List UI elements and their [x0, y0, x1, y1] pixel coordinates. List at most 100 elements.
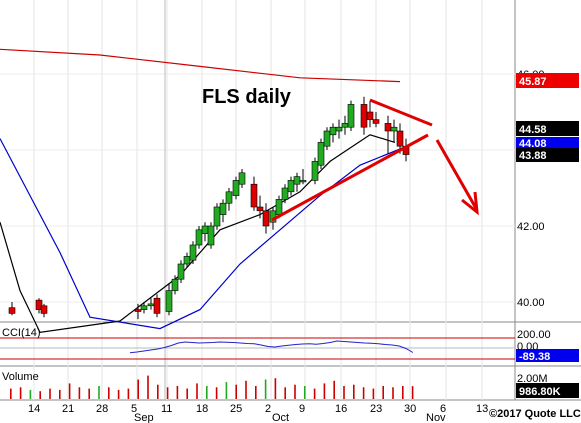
candle-body-11 [189, 244, 197, 261]
volume-bar-2 [29, 389, 32, 399]
candle-body-25 [281, 187, 289, 200]
volume-bar-23 [235, 384, 237, 399]
x-tick-label-6: 25 [230, 403, 242, 415]
x-tick-label-12: 6 [440, 403, 446, 415]
candle-22 [262, 203, 270, 234]
badge-last-bg [516, 148, 579, 162]
candle-33 [335, 119, 343, 139]
volume-bar-0 [10, 388, 12, 399]
candle-body-2 [40, 305, 48, 314]
candle-body-21 [256, 206, 264, 212]
candle-26 [287, 176, 295, 196]
volume-bar-1 [19, 387, 22, 399]
upper-trendline [369, 98, 433, 127]
volume-bar-24 [245, 380, 247, 399]
ma-short-line [0, 134, 396, 334]
price-badges: 45.87 44.58 44.08 43.88 [516, 73, 579, 162]
candle-body-27 [293, 176, 301, 185]
volume-bar-9 [98, 386, 100, 399]
candle-body-40 [390, 126, 398, 132]
volume-bar-10 [108, 387, 110, 399]
candle-body-4 [140, 305, 148, 310]
volume-bar-38 [382, 386, 384, 399]
volume-bar-4 [49, 388, 51, 399]
volume-bar-29 [294, 384, 296, 399]
candle-body-34 [341, 123, 349, 128]
badge-close-bg [516, 121, 579, 136]
candle-body-41 [396, 130, 404, 147]
candle-body-30 [317, 142, 325, 166]
volume-bar-19 [196, 383, 198, 399]
candle-3 [134, 303, 142, 320]
candle-body-38 [372, 119, 380, 124]
candle-body-32 [329, 126, 337, 136]
cci-badge-label: -89.38 [519, 351, 550, 363]
x-tick-label-0: 14 [28, 403, 40, 415]
lower-trendline [271, 133, 429, 222]
volume-bar-31 [313, 388, 316, 399]
x-tick-label-11: 30 [404, 403, 416, 415]
volume-bar-37 [372, 388, 375, 399]
volume-bar-28 [284, 387, 286, 399]
volume-bar-41 [411, 386, 414, 399]
sma-200-line [0, 48, 401, 83]
volume-tick-2m: 2.00M [517, 373, 548, 385]
candle-15 [213, 203, 221, 230]
candle-40 [390, 119, 398, 143]
candle-body-22 [262, 210, 270, 227]
candle-30 [317, 138, 325, 169]
volume-bar-26 [264, 379, 267, 399]
candle-body-3 [134, 309, 142, 312]
candle-body-14 [207, 225, 215, 246]
candle-body-1 [35, 299, 43, 310]
candle-body-24 [275, 199, 283, 215]
candle-body-28 [299, 180, 307, 183]
volume-bar-22 [225, 382, 228, 399]
candle-37 [366, 100, 374, 128]
cci-panel: CCI(14) 200.00 0.00 -89.38 [0, 327, 579, 363]
volume-bar-11 [117, 389, 120, 399]
x-tick-label-4: 11 [161, 403, 172, 415]
candle-20 [250, 176, 258, 211]
candle-body-33 [335, 126, 343, 132]
candle-body-35 [347, 104, 355, 128]
volume-bar-32 [323, 383, 326, 399]
volume-panel-background [0, 369, 515, 404]
volume-bar-33 [333, 380, 335, 399]
volume-bar-13 [137, 379, 139, 399]
candle-31 [323, 127, 331, 150]
x-tick-label-3: 5 [131, 403, 137, 415]
volume-bar-6 [68, 383, 71, 399]
month-label-oct: Oct [272, 412, 289, 423]
candle-18 [232, 176, 240, 200]
volume-bar-25 [255, 386, 257, 399]
cci-line [129, 340, 414, 354]
candle-body-17 [225, 191, 233, 204]
candle-17 [225, 188, 233, 211]
volume-bar-20 [206, 386, 208, 399]
candle-body-26 [287, 180, 295, 193]
volume-panel: Volume 2.00M 986.80K [2, 371, 579, 399]
volume-bar-34 [343, 386, 345, 399]
month-label-nov: Nov [426, 412, 446, 423]
volume-bar-35 [353, 384, 355, 399]
volume-bar-30 [304, 386, 306, 399]
candle-8 [171, 275, 179, 295]
candle-7 [165, 283, 173, 316]
candle-2 [40, 303, 48, 318]
volume-bar-16 [166, 387, 169, 399]
x-tick-label-5: 18 [196, 403, 208, 415]
candle-1 [35, 298, 43, 314]
candle-25 [281, 184, 289, 204]
watermark: ©2017 Quote LLC [489, 408, 581, 420]
volume-bar-18 [186, 388, 188, 399]
candle-19 [238, 169, 246, 188]
candle-body-29 [311, 161, 319, 181]
projection-arrow-head [461, 191, 479, 216]
badge-close-label: 44.58 [519, 124, 547, 136]
volume-bar-40 [402, 386, 404, 399]
volume-bar-12 [127, 388, 130, 399]
x-axis: 14 21 28 5 11 18 25 2 9 16 23 30 6 13 [28, 403, 488, 415]
volume-bar-27 [274, 378, 277, 399]
candle-9 [177, 260, 185, 283]
